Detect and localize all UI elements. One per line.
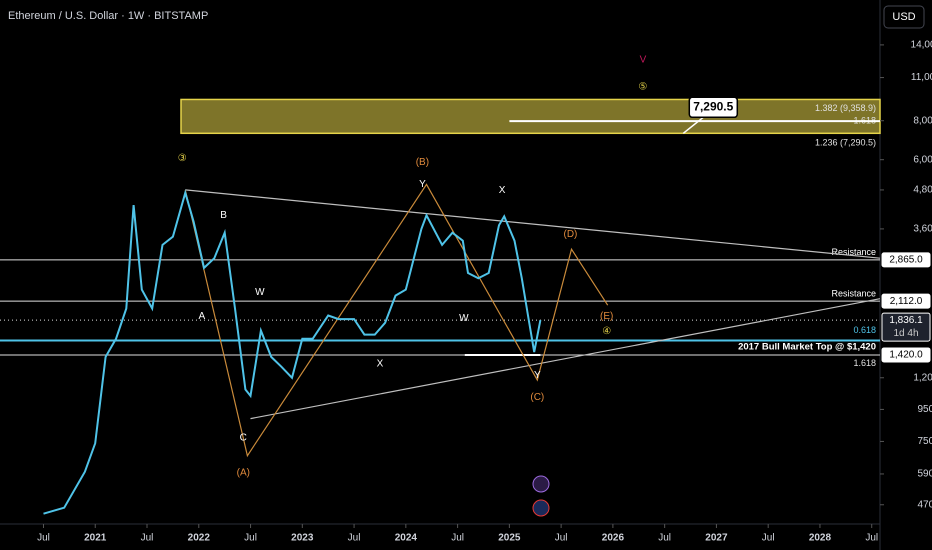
- wave-label: Y: [534, 370, 541, 381]
- wave-label: C: [240, 432, 247, 443]
- price-box: [881, 293, 931, 309]
- y-tick-label: 470.0: [917, 499, 932, 510]
- fib-label: 1.236 (7,290.5): [815, 138, 876, 148]
- y-tick-label: 1,200.0: [913, 372, 932, 383]
- y-tick-label: 8,000.0: [913, 115, 932, 126]
- wave-label: ③: [178, 153, 187, 164]
- event-icon[interactable]: [532, 499, 550, 517]
- y-tick-label: 590.0: [917, 469, 932, 480]
- currency-label: USD: [892, 11, 915, 23]
- wave-label: X: [377, 358, 384, 369]
- x-tick-label: 2022: [188, 533, 211, 544]
- wave-label: (E): [600, 311, 613, 322]
- x-tick-label: 2027: [705, 533, 728, 544]
- x-tick-label: Jul: [658, 533, 671, 544]
- event-icons: [532, 475, 550, 517]
- x-tick-label: Jul: [348, 533, 361, 544]
- level-note: 2017 Bull Market Top @ $1,420: [738, 341, 876, 352]
- y-tick-label: 950.0: [917, 404, 932, 415]
- wave-label: V: [640, 55, 647, 66]
- wave-label: ④: [602, 326, 611, 337]
- wave-label: Y: [419, 179, 426, 190]
- callout-label: 7,290.5: [693, 99, 733, 113]
- x-tick-label: 2025: [498, 533, 521, 544]
- x-tick-label: Jul: [451, 533, 464, 544]
- x-tick-label: Jul: [865, 533, 878, 544]
- callout-pointer: [682, 116, 704, 134]
- wave-label: (A): [237, 467, 250, 478]
- x-tick-label: Jul: [141, 533, 154, 544]
- currency-button[interactable]: [883, 5, 925, 29]
- price-box-label: 1,420.0: [889, 350, 923, 361]
- wave-label: B: [220, 210, 227, 221]
- price-box-label: 2,112.0: [890, 296, 923, 307]
- wave-label: ⑤: [638, 82, 647, 93]
- wave-label: A: [199, 311, 206, 322]
- price-box-sub: 1d 4h: [893, 328, 918, 339]
- trend-line: [185, 189, 881, 259]
- fib-label: 1.618: [853, 358, 876, 368]
- y-tick-label: 14,000.0: [911, 40, 932, 51]
- x-tick-label: Jul: [37, 533, 50, 544]
- fib-label: 0.618: [853, 325, 876, 335]
- wave-label: (B): [416, 157, 429, 168]
- price-box-label: 2,865.0: [889, 254, 923, 265]
- event-icon[interactable]: [532, 475, 550, 493]
- trend-line: [184, 183, 609, 458]
- fib-zone: [180, 98, 881, 135]
- price-box: [881, 252, 931, 268]
- x-tick-label: 2028: [809, 533, 832, 544]
- wave-label: W: [255, 287, 265, 298]
- y-tick-label: 4,800.0: [913, 185, 932, 196]
- wave-label: W: [459, 313, 469, 324]
- x-tick-label: Jul: [555, 533, 568, 544]
- wave-label: (C): [530, 392, 544, 403]
- x-tick-label: 2026: [602, 533, 625, 544]
- price-box: [881, 312, 931, 342]
- x-tick-label: 2023: [291, 533, 314, 544]
- x-tick-label: 2021: [84, 533, 107, 544]
- y-tick-label: 750.0: [917, 436, 932, 447]
- callout-box: [688, 96, 739, 119]
- x-tick-label: Jul: [762, 533, 775, 544]
- fib-label: 1.382 (9,358.9): [815, 103, 876, 113]
- price-line: [43, 189, 542, 515]
- x-tick-label: Jul: [244, 533, 257, 544]
- y-tick-label: 6,000.0: [913, 154, 932, 165]
- y-tick-label: 11,000.0: [911, 72, 932, 83]
- level-name: Resistance: [831, 247, 876, 257]
- trend-line: [250, 298, 881, 420]
- price-box: [881, 347, 931, 363]
- level-name: Resistance: [831, 289, 876, 299]
- price-box-label: 1,836.1: [889, 315, 923, 326]
- y-tick-label: 3,600.0: [913, 224, 932, 235]
- x-tick-label: 2024: [395, 533, 418, 544]
- chart-title: Ethereum / U.S. Dollar · 1W · BITSTAMP: [8, 10, 208, 22]
- wave-label: (D): [564, 229, 578, 240]
- wave-label: X: [499, 185, 506, 196]
